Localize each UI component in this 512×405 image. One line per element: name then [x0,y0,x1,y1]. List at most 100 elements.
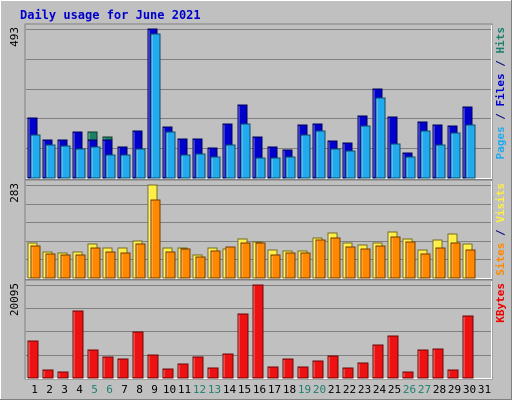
bar-kbytes-day-15 [237,313,249,379]
bar-kbytes-day-7 [117,358,129,379]
bar-pages-day-27 [420,130,431,179]
bar-body [462,315,474,379]
bar-body [75,148,86,179]
x-tick-label-day-10: 10 [163,383,176,396]
bar-sites-day-5 [90,247,101,279]
bar-body [255,242,266,279]
x-tick-label-day-22: 22 [343,383,356,396]
panel-visits-sites: 283 Sites / Visits [8,179,507,280]
bar-sites-day-21 [330,237,341,279]
bar-body [465,124,476,179]
bar-sites-day-6 [105,251,116,279]
x-tick-label-day-17: 17 [268,383,281,396]
panel-max-label: 283 [8,183,21,203]
bar-sites-day-13 [210,250,221,279]
x-tick-label-day-6: 6 [106,383,113,396]
bar-sites-day-9 [150,199,161,279]
bar-body [267,366,279,379]
bar-body [327,355,339,379]
bar-body [315,239,326,279]
bar-kbytes-day-11 [177,363,189,379]
bar-body [132,331,144,379]
bar-kbytes-day-20 [312,360,324,379]
bar-body [102,356,114,379]
bar-body [300,252,311,279]
bar-pages-day-21 [330,148,341,179]
bar-sites-day-10 [165,251,176,279]
bar-pages-day-5 [90,146,101,179]
bar-body [282,358,294,379]
bar-kbytes-day-24 [372,344,384,379]
bar-pages-day-10 [165,131,176,179]
legend-entry: KBytes [494,283,507,323]
bar-pages-day-29 [450,132,461,179]
series-kbytes [27,284,474,379]
panel-legend: KBytes [494,283,507,323]
bar-pages-day-2 [45,144,56,179]
chart-title: Daily usage for June 2021 [20,8,201,22]
bar-kbytes-day-14 [222,353,234,379]
bar-kbytes-day-29 [447,369,459,379]
bar-body [315,130,326,179]
series-pages [30,33,476,179]
legend-entry: Visits [494,183,507,223]
bar-sites-day-11 [180,248,191,279]
bar-body [147,354,159,379]
bar-body [330,148,341,179]
series-sites [30,199,476,279]
bar-pages-day-30 [465,124,476,179]
x-tick-label-day-2: 2 [46,383,53,396]
bar-pages-day-28 [435,144,446,179]
bar-sites-day-7 [120,252,131,279]
bar-kbytes-day-28 [432,348,444,379]
x-tick-label-day-11: 11 [178,383,191,396]
legend-entry: / [494,54,507,74]
bar-body [60,254,71,279]
bar-body [57,371,69,379]
bar-sites-day-22 [345,246,356,279]
bar-pages-day-12 [195,153,206,179]
bar-sites-day-8 [135,243,146,279]
bar-pages-day-22 [345,150,356,179]
bar-body [270,157,281,179]
bar-pages-day-8 [135,148,146,179]
x-tick-label-day-24: 24 [373,383,387,396]
bar-body [297,366,309,379]
x-tick-label-day-20: 20 [313,383,326,396]
bar-body [450,132,461,179]
bar-kbytes-day-26 [402,371,414,379]
bar-kbytes-day-27 [417,349,429,379]
bar-body [30,245,41,279]
legend-entry: / [494,223,507,243]
bar-body [387,335,399,379]
bar-body [90,146,101,179]
x-tick-label-day-5: 5 [91,383,98,396]
bar-sites-day-28 [435,247,446,279]
legend-entry: Sites [494,243,507,276]
bar-body [405,156,416,179]
bar-body [372,344,384,379]
bar-body [135,243,146,279]
bar-kbytes-day-16 [252,284,264,379]
bar-body [60,145,71,179]
bar-body [405,241,416,279]
bar-pages-day-23 [360,125,371,179]
bar-sites-day-24 [375,245,386,279]
bar-kbytes-day-5 [87,349,99,379]
bar-kbytes-day-30 [462,315,474,379]
x-tick-label-day-3: 3 [61,383,68,396]
bar-kbytes-day-13 [207,367,219,379]
bar-body [255,157,266,179]
bar-kbytes-day-25 [387,335,399,379]
bar-body [420,253,431,279]
bar-sites-day-19 [300,252,311,279]
bar-body [342,367,354,379]
bar-body [450,242,461,279]
bar-body [120,252,131,279]
bar-body [165,251,176,279]
bar-pages-day-14 [225,144,236,179]
bar-body [312,360,324,379]
x-tick-label-day-23: 23 [358,383,371,396]
bar-sites-day-12 [195,256,206,279]
bar-body [87,349,99,379]
